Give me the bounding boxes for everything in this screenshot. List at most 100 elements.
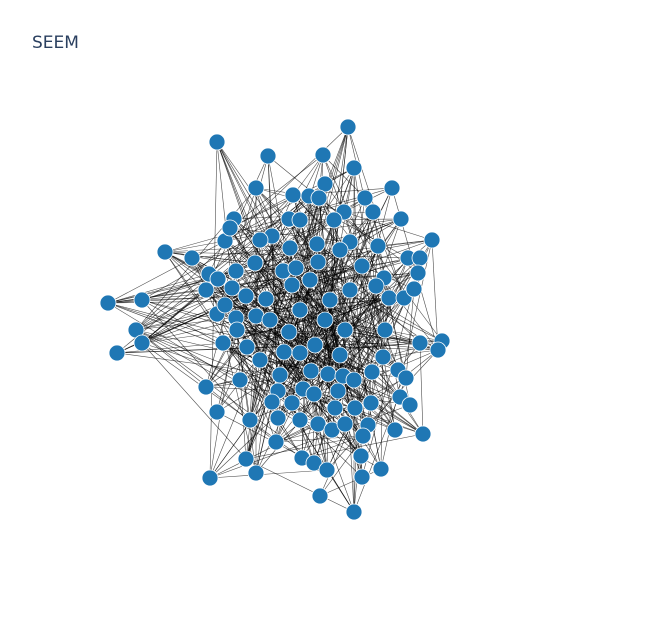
- graph-node[interactable]: [247, 464, 265, 482]
- graph-node[interactable]: [259, 147, 277, 165]
- graph-node[interactable]: [345, 159, 363, 177]
- graph-node[interactable]: [386, 421, 404, 439]
- graph-node[interactable]: [302, 362, 320, 380]
- graph-node[interactable]: [423, 231, 441, 249]
- graph-node[interactable]: [301, 271, 319, 289]
- graph-node[interactable]: [364, 203, 382, 221]
- graph-node[interactable]: [281, 239, 299, 257]
- graph-node[interactable]: [216, 296, 234, 314]
- graph-node[interactable]: [363, 363, 381, 381]
- graph-node[interactable]: [319, 365, 337, 383]
- graph-node[interactable]: [411, 334, 429, 352]
- graph-node[interactable]: [283, 276, 301, 294]
- graph-node[interactable]: [353, 468, 371, 486]
- graph-node[interactable]: [267, 433, 285, 451]
- graph-node[interactable]: [429, 341, 447, 359]
- graph-node[interactable]: [336, 321, 354, 339]
- graph-node[interactable]: [318, 461, 336, 479]
- graph-node[interactable]: [221, 219, 239, 237]
- graph-node[interactable]: [346, 399, 364, 417]
- graph-node[interactable]: [261, 311, 279, 329]
- graph-node[interactable]: [336, 415, 354, 433]
- graph-node[interactable]: [316, 175, 334, 193]
- graph-node[interactable]: [411, 249, 429, 267]
- graph-node[interactable]: [326, 399, 344, 417]
- graph-node[interactable]: [280, 323, 298, 341]
- graph-node[interactable]: [310, 189, 328, 207]
- graph-node[interactable]: [227, 262, 245, 280]
- graph-node[interactable]: [409, 264, 427, 282]
- graph-node[interactable]: [345, 371, 363, 389]
- graph-node[interactable]: [133, 334, 151, 352]
- graph-node[interactable]: [269, 409, 287, 427]
- graph-node[interactable]: [383, 179, 401, 197]
- graph-node[interactable]: [99, 294, 117, 312]
- graph-node[interactable]: [380, 289, 398, 307]
- graph-node[interactable]: [214, 334, 232, 352]
- graph-node[interactable]: [352, 447, 370, 465]
- graph-node[interactable]: [354, 427, 372, 445]
- graph-node[interactable]: [392, 210, 410, 228]
- graph-node[interactable]: [306, 336, 324, 354]
- graph-node[interactable]: [263, 393, 281, 411]
- graph-node[interactable]: [283, 394, 301, 412]
- graph-node[interactable]: [401, 396, 419, 414]
- graph-node[interactable]: [405, 280, 423, 298]
- graph-node[interactable]: [237, 450, 255, 468]
- graph-node[interactable]: [341, 281, 359, 299]
- graph-node[interactable]: [247, 307, 265, 325]
- graph-node[interactable]: [316, 311, 334, 329]
- graph-node[interactable]: [108, 344, 126, 362]
- graph-node[interactable]: [257, 290, 275, 308]
- graph-node[interactable]: [291, 411, 309, 429]
- graph-node[interactable]: [339, 118, 357, 136]
- graph-node[interactable]: [251, 351, 269, 369]
- graph-node[interactable]: [156, 243, 174, 261]
- graph-node[interactable]: [291, 344, 309, 362]
- graph-node[interactable]: [238, 338, 256, 356]
- graph-node[interactable]: [367, 277, 385, 295]
- graph-node[interactable]: [325, 211, 343, 229]
- graph-node[interactable]: [291, 211, 309, 229]
- graph-node[interactable]: [314, 146, 332, 164]
- graph-node[interactable]: [369, 237, 387, 255]
- graph-node[interactable]: [362, 394, 380, 412]
- graph-node[interactable]: [356, 189, 374, 207]
- graph-node[interactable]: [397, 369, 415, 387]
- graph-node[interactable]: [372, 460, 390, 478]
- graph-node[interactable]: [223, 279, 241, 297]
- graph-node[interactable]: [329, 382, 347, 400]
- graph-node[interactable]: [228, 321, 246, 339]
- graph-node[interactable]: [209, 270, 227, 288]
- graph-node[interactable]: [353, 257, 371, 275]
- graph-node[interactable]: [374, 348, 392, 366]
- graph-node[interactable]: [197, 378, 215, 396]
- graph-node[interactable]: [241, 411, 259, 429]
- graph-node[interactable]: [376, 321, 394, 339]
- graph-node[interactable]: [345, 503, 363, 521]
- graph-node[interactable]: [331, 241, 349, 259]
- graph-node[interactable]: [284, 186, 302, 204]
- graph-node[interactable]: [305, 385, 323, 403]
- graph-node[interactable]: [271, 366, 289, 384]
- graph-node[interactable]: [311, 487, 329, 505]
- graph-node[interactable]: [287, 259, 305, 277]
- graph-node[interactable]: [251, 231, 269, 249]
- graph-node[interactable]: [208, 403, 226, 421]
- graph-node[interactable]: [247, 179, 265, 197]
- graph-node[interactable]: [246, 254, 264, 272]
- graph-node[interactable]: [133, 291, 151, 309]
- graph-node[interactable]: [331, 346, 349, 364]
- graph-node[interactable]: [237, 287, 255, 305]
- graph-node[interactable]: [309, 415, 327, 433]
- graph-node[interactable]: [321, 291, 339, 309]
- graph-node[interactable]: [291, 301, 309, 319]
- graph-node[interactable]: [231, 371, 249, 389]
- graph-node[interactable]: [183, 249, 201, 267]
- graph-node[interactable]: [208, 133, 226, 151]
- graph-node[interactable]: [275, 343, 293, 361]
- graph-node[interactable]: [309, 253, 327, 271]
- graph-node[interactable]: [308, 235, 326, 253]
- graph-node[interactable]: [201, 469, 219, 487]
- graph-node[interactable]: [414, 425, 432, 443]
